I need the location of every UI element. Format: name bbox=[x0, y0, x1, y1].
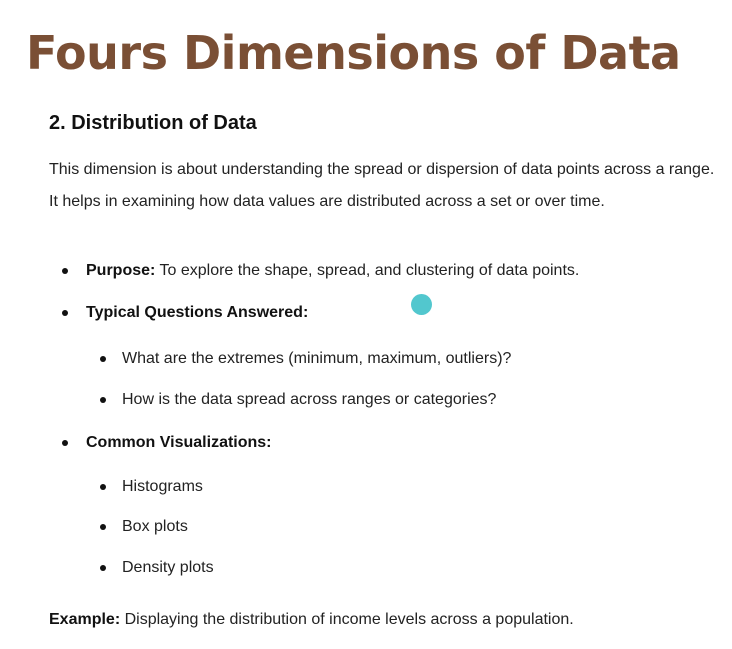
section-intro-paragraph: This dimension is about understanding th… bbox=[49, 161, 715, 210]
question-item: How is the data spread across ranges or … bbox=[122, 391, 497, 408]
section-heading: 2. Distribution of Data bbox=[49, 112, 257, 134]
bullet-questions: Typical Questions Answered: bbox=[86, 302, 308, 324]
bullet-dot bbox=[100, 524, 106, 530]
bullet-purpose: Purpose: To explore the shape, spread, a… bbox=[86, 260, 579, 282]
question-item: What are the extremes (minimum, maximum,… bbox=[122, 350, 512, 367]
visualization-item: Density plots bbox=[122, 559, 214, 576]
bullet-dot bbox=[100, 565, 106, 571]
bullet-visualizations-label: Common Visualizations: bbox=[86, 434, 272, 451]
page-title: Fours Dimensions of Data bbox=[26, 26, 681, 80]
visualization-item: Histograms bbox=[122, 478, 203, 495]
bullet-visualizations: Common Visualizations: bbox=[86, 432, 272, 454]
pointer-highlight-dot bbox=[411, 294, 432, 315]
example-label: Example: bbox=[49, 611, 121, 628]
bullet-dot bbox=[62, 268, 68, 274]
bullet-dot bbox=[100, 356, 106, 362]
bullet-purpose-label: Purpose: bbox=[86, 262, 156, 279]
bullet-dot bbox=[100, 397, 106, 403]
bullet-purpose-text: To explore the shape, spread, and cluste… bbox=[155, 262, 580, 279]
bullet-dot bbox=[100, 484, 106, 490]
example-text: Displaying the distribution of income le… bbox=[120, 611, 574, 628]
example-line: Example: Displaying the distribution of … bbox=[49, 609, 574, 631]
visualization-item: Box plots bbox=[122, 518, 188, 535]
bullet-dot bbox=[62, 310, 68, 316]
bullet-questions-label: Typical Questions Answered: bbox=[86, 304, 309, 321]
bullet-dot bbox=[62, 440, 68, 446]
